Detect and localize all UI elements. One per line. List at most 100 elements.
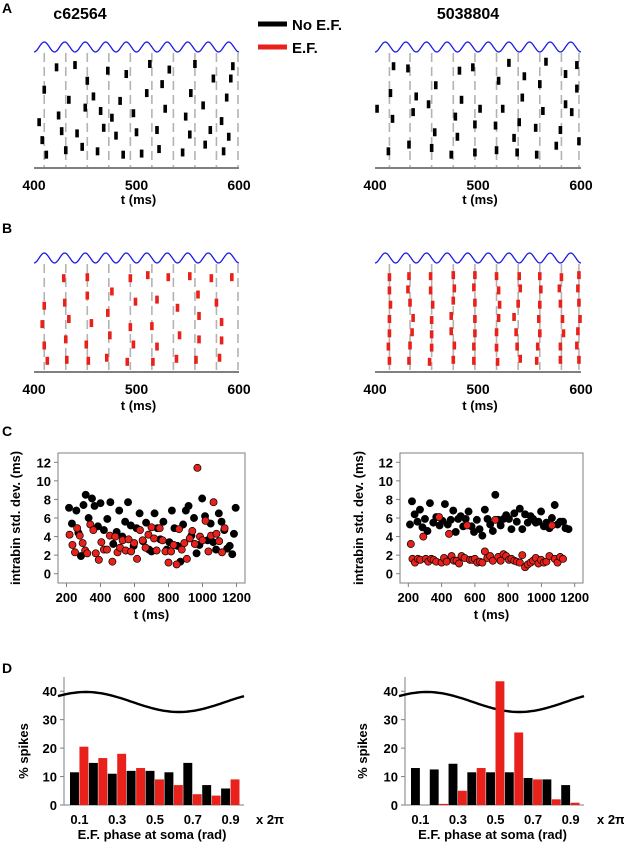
spike-mark [557, 284, 562, 293]
spike-mark [538, 272, 542, 281]
x-tick-label: 600 [227, 381, 251, 397]
spike-mark [494, 328, 499, 337]
data-point [209, 498, 218, 507]
spike-mark [85, 76, 90, 85]
spike-mark [188, 130, 192, 139]
spike-mark [432, 128, 437, 137]
spike-mark [386, 342, 391, 351]
data-point [155, 524, 164, 533]
spike-mark [37, 118, 41, 127]
spike-mark [387, 273, 392, 282]
data-point [445, 529, 454, 538]
spike-mark [410, 328, 414, 337]
spike-mark [411, 108, 415, 117]
spike-mark [451, 296, 456, 305]
spike-mark [472, 356, 476, 365]
spike-mark [114, 131, 118, 140]
spike-mark [134, 128, 139, 137]
data-point [507, 525, 516, 534]
bar [411, 768, 420, 805]
data-point [455, 559, 464, 568]
bar [230, 779, 240, 805]
bar [504, 772, 514, 805]
data-point [231, 503, 240, 512]
spike-mark [144, 89, 149, 98]
y-tick-label: 12 [37, 455, 51, 470]
raster-B-right: 400 500 600 t (ms) [363, 252, 593, 413]
y-tick-label: 12 [379, 455, 393, 470]
data-point [175, 525, 183, 534]
x-tick-label: 0.9 [562, 812, 580, 827]
scatter-C-left: 0 2 4 6 8 10 12 200 400 600 800 1000 1200 t (ms) intra… [8, 451, 251, 622]
y-tick-label: 10 [379, 474, 393, 489]
spike-mark [473, 271, 477, 280]
bar [495, 681, 505, 805]
spike-mark [541, 107, 545, 115]
spike-mark [538, 329, 542, 338]
spike-mark [514, 328, 518, 337]
spike-mark [83, 103, 88, 112]
x-tick-label: 600 [569, 177, 593, 193]
data-point [550, 501, 559, 509]
spike-mark [560, 315, 565, 323]
data-point [99, 526, 108, 535]
spike-mark [91, 92, 96, 101]
data-point [449, 506, 458, 515]
data-point [124, 498, 132, 507]
x-tick-label: 400 [90, 590, 112, 605]
bar [145, 770, 155, 805]
spike-mark [174, 354, 179, 363]
spike-mark [155, 126, 159, 135]
data-point [188, 527, 197, 535]
x-tick-label: 0.3 [108, 812, 126, 827]
data-point [496, 556, 505, 565]
data-point [147, 523, 156, 532]
spike-mark [63, 335, 68, 344]
data-point [71, 548, 79, 557]
spike-mark [196, 290, 200, 299]
y-tick-label: 40 [43, 684, 57, 699]
spike-mark [197, 311, 201, 320]
spike-mark [429, 316, 434, 325]
spike-mark [427, 357, 432, 366]
spike-mark [387, 356, 392, 365]
x-axis-label: E.F. phase at soma (rad) [78, 827, 227, 842]
spike-mark [449, 150, 454, 159]
spike-mark [455, 132, 460, 141]
y-tick-label: 10 [43, 770, 57, 785]
spike-mark [517, 118, 521, 127]
data-point [416, 505, 424, 514]
data-point [109, 540, 118, 548]
x-tick-label: 400 [22, 381, 46, 397]
right-column-title: 5038804 [437, 6, 499, 23]
data-point [172, 560, 181, 569]
spike-mark [577, 355, 581, 364]
data-point [192, 549, 201, 558]
spike-mark [194, 355, 198, 364]
spike-mark [163, 104, 167, 113]
data-point [79, 501, 88, 509]
spike-mark [226, 132, 231, 141]
bar [164, 772, 174, 805]
spike-mark [63, 146, 68, 155]
bar [533, 779, 542, 805]
spike-mark [175, 303, 180, 312]
spike-mark [408, 298, 412, 307]
data-point [547, 521, 556, 530]
bar [429, 769, 439, 805]
panel-letter-b: B [2, 220, 12, 236]
spike-mark [128, 274, 133, 283]
x-tick-label: 400 [363, 381, 387, 397]
data-point [78, 539, 87, 548]
y-tick-label: 4 [386, 530, 394, 545]
y-tick-label: 40 [384, 684, 398, 699]
data-point [138, 536, 147, 545]
data-point [88, 494, 96, 503]
spike-mark [561, 329, 566, 338]
spike-mark [224, 93, 229, 102]
y-tick-label: 0 [44, 567, 51, 582]
x-tick-label: 600 [227, 177, 251, 193]
spike-mark [494, 343, 499, 352]
x-tick-label: 1000 [188, 590, 217, 605]
y-tick-label: 10 [37, 474, 51, 489]
